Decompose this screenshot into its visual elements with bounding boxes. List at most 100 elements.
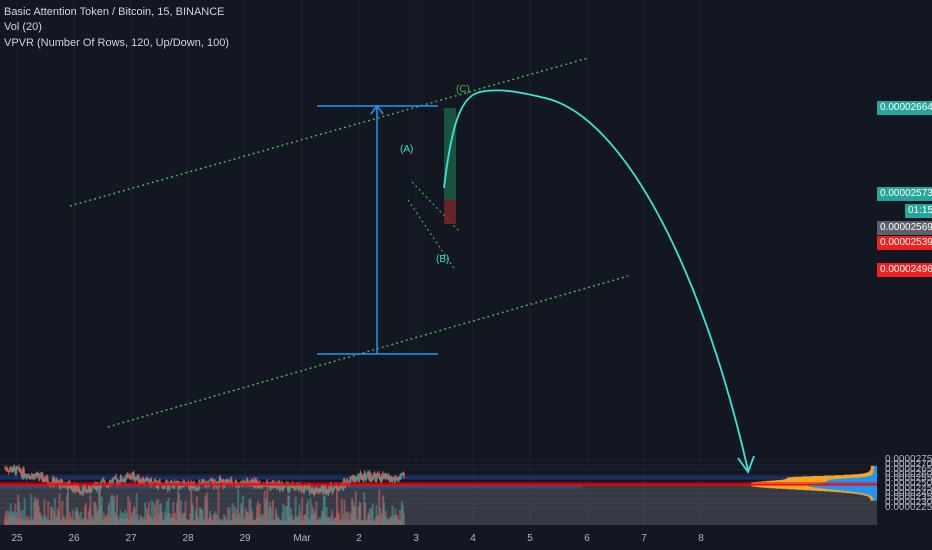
volume-bar xyxy=(299,512,302,525)
volume-bar xyxy=(147,502,150,525)
candle-body xyxy=(209,479,212,481)
volume-bar xyxy=(309,498,312,525)
candle-body xyxy=(379,477,382,481)
candle-body xyxy=(391,478,394,481)
volume-bar xyxy=(217,485,220,525)
candle-body xyxy=(270,484,273,488)
volume-zone xyxy=(0,485,877,525)
x-tick-label: 29 xyxy=(239,533,251,544)
candle-body xyxy=(15,467,18,475)
volume-bar xyxy=(53,498,56,525)
candle-body xyxy=(121,481,124,483)
candle-body xyxy=(255,480,258,487)
candle-body xyxy=(337,489,340,491)
x-tick-label: 26 xyxy=(68,533,80,544)
candle-body xyxy=(12,466,15,472)
lower-trendline xyxy=(107,275,629,428)
volume-bar xyxy=(167,497,170,525)
volume-bar xyxy=(135,493,138,525)
x-tick-label: 6 xyxy=(584,533,590,544)
volume-bar xyxy=(177,493,180,525)
candle-body xyxy=(144,479,147,483)
volume-bar xyxy=(58,493,61,525)
vpvr-down-bar xyxy=(870,465,874,469)
candle-body xyxy=(22,468,25,477)
candle-body xyxy=(259,486,262,488)
volume-bar xyxy=(67,487,70,525)
candle-body xyxy=(289,484,292,488)
volume-bar xyxy=(383,501,386,525)
candle-body xyxy=(10,467,13,472)
candle-body xyxy=(132,473,135,480)
candle-body xyxy=(344,485,347,487)
vpvr-up-bar xyxy=(873,465,877,469)
candle-body xyxy=(73,483,76,492)
candle-body xyxy=(396,478,399,481)
candle-body xyxy=(378,473,381,478)
volume-bar xyxy=(192,505,195,525)
candle-body xyxy=(167,488,170,490)
candle-body xyxy=(27,474,30,476)
volume-bar xyxy=(108,501,111,525)
candle-body xyxy=(322,486,325,493)
volume-bar xyxy=(206,492,209,525)
volume-bar xyxy=(144,502,147,525)
volume-bar xyxy=(368,508,371,525)
candle-body xyxy=(301,489,304,492)
candle-body xyxy=(162,483,165,489)
candle-body xyxy=(309,489,312,494)
candle-body xyxy=(189,482,192,490)
volume-bar xyxy=(80,511,83,525)
candle-body xyxy=(264,485,267,487)
candle-body xyxy=(287,482,290,491)
candle-body xyxy=(52,478,55,486)
legend-volume[interactable]: Vol (20) xyxy=(4,21,42,33)
drawings: (A) (B) (C) xyxy=(0,57,877,486)
candle-body xyxy=(126,474,129,476)
volume-bar xyxy=(379,507,382,525)
candle-body xyxy=(369,473,372,480)
x-tick-label: 8 xyxy=(698,533,704,544)
wedge-upper xyxy=(411,181,461,233)
candle-body xyxy=(300,485,303,490)
price-zone xyxy=(0,475,877,480)
candle-body xyxy=(142,478,145,483)
volume-bar xyxy=(129,501,132,525)
candle-body xyxy=(223,485,226,487)
candle-body xyxy=(193,483,196,489)
vpvr-down-bar xyxy=(844,474,859,478)
wave-label-b: (B) xyxy=(436,254,449,265)
candle-body xyxy=(236,485,239,487)
legend-vpvr[interactable]: VPVR (Number Of Rows, 120, Up/Down, 100) xyxy=(4,37,229,49)
volume-bar xyxy=(47,501,50,525)
volume-bar xyxy=(261,513,264,525)
volume-bar xyxy=(165,501,168,525)
target-box xyxy=(444,108,456,200)
volume-bar xyxy=(157,499,160,525)
candle-body xyxy=(338,487,341,491)
candle-body xyxy=(375,474,378,482)
candle-body xyxy=(371,477,374,480)
legend-symbol[interactable]: Basic Attention Token / Bitcoin, 15, BIN… xyxy=(4,6,225,18)
candle-body xyxy=(146,478,149,482)
volume-bar xyxy=(184,501,187,525)
volume-bar xyxy=(63,516,66,525)
candle-body xyxy=(201,482,204,485)
wave-label-c: (C) xyxy=(456,84,470,95)
volume-bar xyxy=(266,484,269,525)
volume-bar xyxy=(51,506,54,525)
candle-body xyxy=(383,476,386,478)
projection-arrowhead xyxy=(737,455,755,474)
volume-bar xyxy=(288,495,291,525)
candle-body xyxy=(332,489,335,492)
candle-body xyxy=(162,486,165,489)
candle-body xyxy=(336,488,339,490)
price-zones xyxy=(0,475,877,525)
price-tag-support: 0.00002496 xyxy=(877,263,932,277)
volume-bar xyxy=(119,510,122,525)
candle-body xyxy=(197,483,200,490)
volume-bar xyxy=(335,488,338,525)
